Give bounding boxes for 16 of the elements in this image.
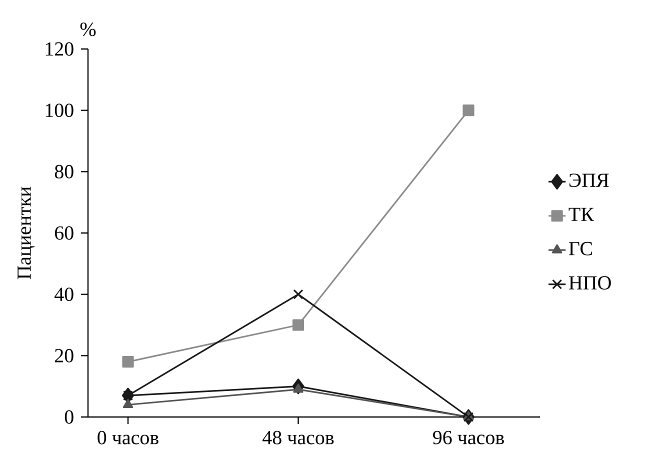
y-tick-label: 40 bbox=[54, 288, 74, 302]
text: % bbox=[80, 22, 96, 36]
y-tick-label: 100 bbox=[46, 104, 74, 118]
legend-label: ТК bbox=[568, 208, 594, 221]
y-axis-title: Пациентки bbox=[18, 186, 35, 280]
legend-label: ГС bbox=[568, 242, 592, 256]
x-tick-label: 0 часов bbox=[98, 430, 158, 444]
x-tick-label: 48 часов bbox=[262, 430, 334, 444]
y-tick-label: 60 bbox=[54, 226, 74, 240]
legend-label: НПО bbox=[568, 276, 611, 290]
x-tick-label: 96 часов bbox=[433, 430, 504, 444]
y-tick-label: 0 bbox=[64, 410, 74, 424]
y-tick-label: 120 bbox=[46, 42, 74, 56]
y-tick-label: 80 bbox=[54, 164, 74, 178]
legend-label: ЭПЯ bbox=[569, 174, 609, 188]
y-tick-label: 20 bbox=[55, 348, 74, 362]
